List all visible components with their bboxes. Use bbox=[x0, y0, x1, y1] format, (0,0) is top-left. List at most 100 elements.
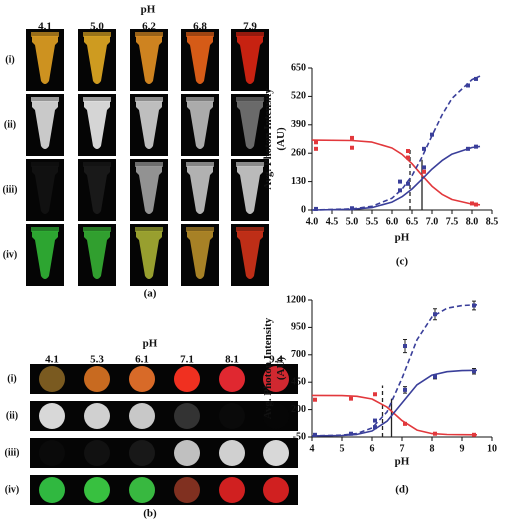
column-label: 8.1 bbox=[225, 354, 239, 366]
well-strip bbox=[30, 438, 298, 468]
y-axis-label-line: Avg. Photon Intensity bbox=[262, 88, 274, 190]
data-point bbox=[398, 179, 402, 184]
y-tick-label: 0 bbox=[301, 204, 306, 215]
data-point bbox=[373, 418, 377, 423]
well bbox=[129, 440, 155, 466]
tube-cap bbox=[31, 227, 59, 232]
tube-cap bbox=[236, 162, 264, 167]
well bbox=[129, 403, 155, 429]
well bbox=[219, 440, 245, 466]
data-point bbox=[422, 169, 426, 174]
data-point bbox=[406, 181, 410, 186]
tube-cap bbox=[135, 97, 163, 102]
x-tick-label: 4.0 bbox=[306, 216, 319, 227]
data-point bbox=[422, 146, 426, 151]
tube bbox=[237, 101, 263, 149]
chart-caption: (c) bbox=[396, 256, 409, 268]
data-point bbox=[422, 165, 426, 170]
tube bbox=[187, 231, 213, 279]
well bbox=[129, 366, 155, 392]
panel-title: pH bbox=[141, 4, 156, 16]
panel-title: pH bbox=[143, 338, 158, 350]
column-label: 6.1 bbox=[135, 354, 149, 366]
tube-cap bbox=[83, 97, 111, 102]
fit-curve bbox=[311, 145, 481, 211]
data-point bbox=[349, 396, 353, 401]
data-point bbox=[349, 431, 353, 436]
y-tick-label: 700 bbox=[291, 349, 306, 360]
data-point bbox=[313, 397, 317, 402]
well bbox=[263, 366, 289, 392]
x-tick-label: 8 bbox=[430, 443, 435, 454]
row-label: (iv) bbox=[5, 484, 19, 495]
tube bbox=[237, 231, 263, 279]
column-label: 7.1 bbox=[180, 354, 194, 366]
fit-curve bbox=[311, 75, 481, 211]
data-point bbox=[403, 344, 407, 349]
well bbox=[174, 440, 200, 466]
tube bbox=[237, 36, 263, 84]
well bbox=[84, 366, 110, 392]
tube-cap bbox=[186, 227, 214, 232]
row-label: (iii) bbox=[5, 447, 20, 458]
tube-cap bbox=[186, 97, 214, 102]
data-point bbox=[406, 155, 410, 160]
x-tick-label: 6 bbox=[370, 443, 375, 454]
tube-cap bbox=[236, 32, 264, 37]
fit-curve bbox=[311, 139, 481, 206]
x-tick-label: 5.0 bbox=[346, 216, 359, 227]
data-point bbox=[373, 392, 377, 397]
y-tick-label: -50 bbox=[293, 431, 306, 442]
y-tick-label: 450 bbox=[291, 376, 306, 387]
tube-cap bbox=[31, 32, 59, 37]
y-axis-label: Avg. Photon Intensity(AU) bbox=[262, 317, 287, 419]
data-point bbox=[314, 146, 318, 151]
row-label: (ii) bbox=[4, 119, 16, 130]
tube bbox=[32, 36, 58, 84]
fit-curve bbox=[311, 304, 478, 437]
well bbox=[39, 440, 65, 466]
data-point bbox=[433, 374, 437, 379]
well-strip bbox=[30, 364, 298, 394]
tube-cap bbox=[31, 162, 59, 167]
chart-caption: (d) bbox=[395, 484, 409, 496]
tube-cap bbox=[83, 32, 111, 37]
well bbox=[84, 403, 110, 429]
well bbox=[39, 477, 65, 503]
row-label: (iii) bbox=[3, 184, 18, 195]
x-tick-label: 8.5 bbox=[486, 216, 499, 227]
panel-caption: (a) bbox=[144, 288, 157, 300]
data-point bbox=[314, 206, 318, 211]
column-label: 5.3 bbox=[90, 354, 104, 366]
well bbox=[39, 403, 65, 429]
well bbox=[219, 477, 245, 503]
row-label: (i) bbox=[5, 54, 14, 65]
tube-cap bbox=[135, 227, 163, 232]
column-label: 9.4 bbox=[269, 354, 283, 366]
tube bbox=[187, 101, 213, 149]
y-axis-label-line: (AU) bbox=[275, 357, 287, 381]
tube-cap bbox=[83, 227, 111, 232]
y-axis-label-line: (AU) bbox=[275, 127, 287, 151]
data-point bbox=[406, 149, 410, 154]
data-point bbox=[403, 387, 407, 392]
data-point bbox=[474, 76, 478, 81]
x-tick-label: 6.5 bbox=[406, 216, 419, 227]
tube bbox=[136, 231, 162, 279]
fit-curve bbox=[311, 369, 478, 437]
well bbox=[263, 440, 289, 466]
well bbox=[129, 477, 155, 503]
y-tick-label: 950 bbox=[291, 322, 306, 333]
well bbox=[174, 477, 200, 503]
x-tick-label: 9 bbox=[460, 443, 465, 454]
data-point bbox=[466, 83, 470, 88]
x-tick-label: 7.0 bbox=[426, 216, 439, 227]
well bbox=[174, 403, 200, 429]
x-tick-label: 7 bbox=[400, 443, 405, 454]
tube bbox=[187, 166, 213, 214]
tube bbox=[32, 101, 58, 149]
tube-cap bbox=[186, 32, 214, 37]
x-tick-label: 5.5 bbox=[366, 216, 379, 227]
x-axis-label: pH bbox=[395, 456, 410, 468]
